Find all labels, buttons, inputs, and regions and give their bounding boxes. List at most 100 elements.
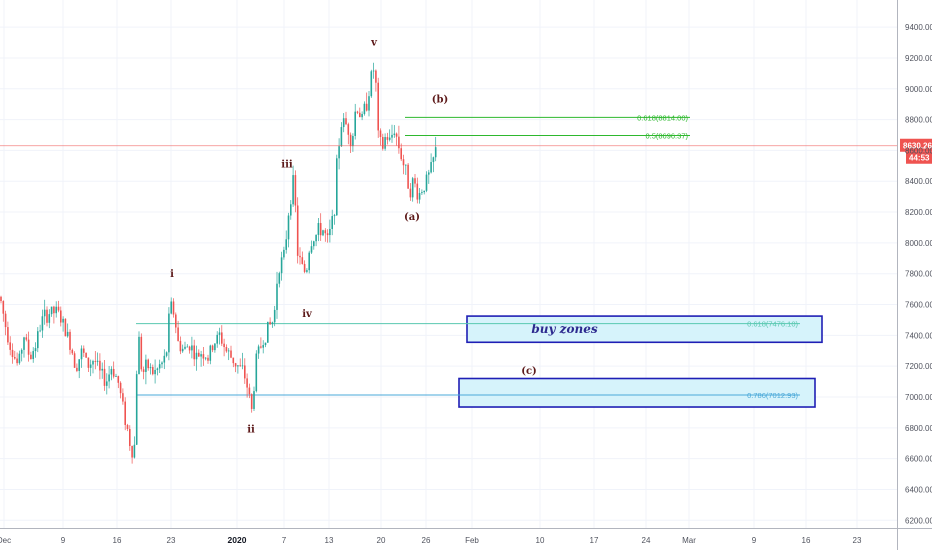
countdown-value: 44:53	[909, 154, 930, 163]
x-tick-label: Dec	[0, 536, 11, 545]
candle-body	[39, 330, 41, 332]
candle-body	[377, 82, 379, 131]
candle-body	[359, 112, 361, 118]
candle-body	[184, 346, 186, 349]
candle-body	[216, 334, 218, 344]
fib-level-label: 0.786(7012.93)	[747, 391, 798, 400]
wave-label: (b)	[432, 95, 448, 106]
wave-label: (a)	[404, 212, 420, 223]
candle-body	[69, 331, 71, 350]
candle-body	[253, 391, 255, 409]
candle-body	[126, 424, 129, 429]
candle-body	[108, 374, 110, 382]
candle-body	[361, 113, 363, 118]
x-tick-label: 20	[377, 536, 386, 545]
candle-body	[230, 350, 232, 358]
candle-body	[326, 233, 329, 236]
candle-body	[306, 270, 308, 272]
x-tick-label: 7	[282, 536, 287, 545]
candle-body	[310, 246, 313, 253]
candle-body	[294, 175, 297, 206]
candle-body	[425, 174, 428, 191]
wave-label: iv	[302, 309, 313, 320]
buy-zone-box[interactable]	[458, 377, 816, 408]
candle-body	[398, 136, 400, 149]
candle-body	[110, 368, 113, 375]
candle-body	[78, 359, 80, 371]
y-tick-label: 9000.00	[905, 85, 932, 94]
candle-body	[20, 349, 23, 354]
candle-body	[186, 346, 189, 348]
candle-body	[87, 357, 90, 368]
candle-body	[400, 148, 402, 160]
candle-body	[140, 336, 143, 370]
y-tick-label: 8800.00	[905, 116, 932, 125]
candle-body	[103, 368, 106, 386]
candle-body	[163, 355, 166, 363]
candle-body	[0, 296, 2, 302]
candle-body	[53, 306, 55, 314]
candle-body	[16, 358, 18, 364]
countdown-tag	[906, 151, 932, 164]
x-tick-label: 23	[167, 536, 176, 545]
candle-body	[2, 301, 5, 314]
candle-body	[96, 360, 99, 362]
wave-label: v	[370, 38, 378, 49]
candle-body	[356, 111, 359, 113]
candle-body	[395, 133, 398, 137]
candle-body	[124, 401, 126, 425]
buy-zone-box[interactable]	[466, 315, 823, 344]
candle-body	[18, 353, 21, 364]
candle-body	[405, 164, 407, 166]
x-tick-label: 16	[802, 536, 811, 545]
fib-levels[interactable]: 0.618(8814.00) 0.5(8696.37) 0.618(7476.10)…	[136, 113, 800, 400]
candle-body	[7, 327, 9, 343]
candle-body	[172, 301, 175, 315]
candle-body	[248, 387, 251, 395]
candle-body	[50, 306, 53, 315]
candle-body	[48, 314, 51, 323]
candle-body	[145, 359, 147, 372]
candle-body	[342, 118, 345, 128]
candle-body	[85, 352, 87, 358]
candle-body	[161, 362, 163, 365]
candle-body	[165, 352, 168, 356]
y-tick-label: 7200.00	[905, 362, 932, 371]
candle-body	[154, 369, 156, 375]
fib-level-label: 0.5(8696.37)	[645, 132, 688, 141]
candle-body	[156, 368, 159, 370]
candle-body	[25, 337, 28, 340]
x-tick-label: 23	[853, 536, 862, 545]
candle-body	[239, 365, 241, 367]
candle-body	[391, 134, 393, 138]
candle-body	[83, 348, 85, 353]
candle-body	[269, 321, 271, 325]
candle-body	[142, 369, 145, 372]
candle-body	[181, 348, 184, 352]
grid	[0, 0, 897, 528]
candle-body	[218, 332, 221, 335]
candle-body	[149, 367, 152, 369]
candle-body	[315, 234, 317, 242]
candle-body	[76, 367, 78, 371]
candle-body	[363, 103, 366, 114]
candle-body	[179, 340, 182, 352]
fib-level-label: 0.618(7476.10)	[747, 320, 798, 329]
candle-body	[290, 204, 292, 216]
buy-zones[interactable]: buy zones	[458, 315, 823, 408]
candle-body	[379, 130, 382, 137]
candle-body	[347, 124, 350, 135]
candle-body	[227, 350, 230, 352]
x-tick-label: Mar	[682, 536, 696, 545]
current-price-tag	[900, 138, 932, 152]
candle-body	[329, 228, 331, 236]
candle-body	[71, 349, 74, 354]
wave-label: ii	[247, 424, 255, 435]
candle-body	[158, 364, 161, 369]
candle-body	[92, 360, 94, 365]
candle-body	[368, 96, 370, 111]
y-tick-label: 7600.00	[905, 301, 932, 310]
